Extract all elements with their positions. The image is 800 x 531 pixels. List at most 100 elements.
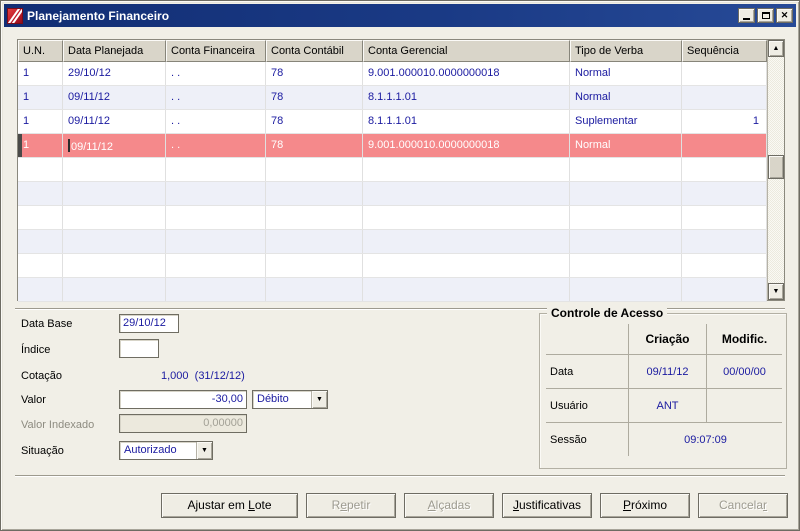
cell-sequencia: 1: [682, 110, 767, 133]
table-row-empty[interactable]: [18, 206, 767, 230]
repetir-button: Repetir: [306, 493, 396, 518]
cell-tipo-de-verba: Suplementar: [570, 110, 682, 133]
minimize-icon: [743, 18, 750, 20]
table-row-empty[interactable]: [18, 278, 767, 302]
cell-conta-financeira: . .: [166, 62, 266, 85]
cell-conta-contabil: 78: [266, 86, 363, 109]
proximo-button[interactable]: Próximo: [600, 493, 690, 518]
table-row[interactable]: 1 09/11/12 . . 78 8.1.1.1.01 Normal: [18, 86, 767, 110]
column-header-un[interactable]: U.N.: [18, 40, 63, 62]
ajustar-em-lote-button[interactable]: Ajustar em Lote: [161, 493, 298, 518]
separator-bottom: [15, 475, 785, 477]
situacao-dropdown-button[interactable]: ▼: [196, 442, 212, 459]
cell-conta-financeira: . .: [166, 86, 266, 109]
cell-conta-financeira: . .: [166, 110, 266, 133]
minimize-button[interactable]: [738, 8, 755, 23]
access-data-criacao: 09/11/12: [628, 354, 706, 388]
scroll-up-button[interactable]: ▲: [768, 40, 784, 57]
cell-un: 1: [18, 62, 63, 85]
cell-conta-gerencial: 8.1.1.1.01: [363, 86, 570, 109]
column-header-data-planejada[interactable]: Data Planejada: [63, 40, 166, 62]
cotacao-value: 1,000 (31/12/12): [161, 370, 245, 382]
cell-conta-contabil: 78: [266, 110, 363, 133]
valor-label: Valor: [21, 394, 46, 406]
data-base-label: Data Base: [21, 318, 73, 330]
table-row-empty[interactable]: [18, 230, 767, 254]
access-usuario-label: Usuário: [546, 388, 628, 422]
valor-tipo-select[interactable]: Débito ▼: [252, 390, 328, 409]
cell-sequencia: [682, 62, 767, 85]
valor-indexado-label: Valor Indexado: [21, 419, 95, 431]
valor-tipo-value: Débito: [257, 393, 289, 405]
table-row[interactable]: 1 29/10/12 . . 78 9.001.000010.000000001…: [18, 62, 767, 86]
cell-un: 1: [18, 134, 63, 157]
row-selection-marker: [18, 134, 22, 157]
title-bar[interactable]: Planejamento Financeiro ✕: [4, 4, 796, 27]
chevron-down-icon: ▼: [316, 396, 323, 403]
access-data-modific: 00/00/00: [706, 354, 782, 388]
cell-un: 1: [18, 86, 63, 109]
maximize-button[interactable]: [757, 8, 774, 23]
scroll-down-icon: ▼: [772, 288, 780, 295]
access-sessao-label: Sessão: [546, 422, 628, 456]
cancelar-button: Cancelar: [698, 493, 788, 518]
access-sessao-value: 09:07:09: [628, 422, 782, 456]
cell-data-planejada: 29/10/12: [63, 62, 166, 85]
access-corner-cell: [546, 324, 628, 354]
column-header-conta-financeira[interactable]: Conta Financeira: [166, 40, 266, 62]
window-title: Planejamento Financeiro: [27, 8, 170, 23]
close-icon: ✕: [780, 10, 789, 20]
table-row[interactable]: 1 09/11/12 . . 78 8.1.1.1.01 Suplementar…: [18, 110, 767, 134]
situacao-select[interactable]: Autorizado ▼: [119, 441, 213, 460]
valor-input[interactable]: -30,00: [119, 390, 247, 409]
access-control-title: Controle de Acesso: [547, 306, 668, 320]
cell-data-planejada: 09/11/12: [63, 134, 166, 157]
table-row-empty[interactable]: [18, 254, 767, 278]
data-base-input[interactable]: 29/10/12: [119, 314, 179, 333]
indice-input[interactable]: [119, 339, 159, 358]
column-header-tipo-de-verba[interactable]: Tipo de Verba: [570, 40, 682, 62]
scroll-down-button[interactable]: ▼: [768, 283, 784, 300]
grid-header: U.N. Data Planejada Conta Financeira Con…: [18, 40, 767, 62]
cell-sequencia: [682, 86, 767, 109]
situacao-value: Autorizado: [124, 444, 177, 456]
scroll-up-icon: ▲: [772, 45, 780, 52]
app-icon[interactable]: [7, 7, 23, 24]
cell-conta-financeira: . .: [166, 134, 266, 157]
column-header-sequencia[interactable]: Sequência: [682, 40, 767, 62]
cell-data-planejada: 09/11/12: [63, 110, 166, 133]
alcadas-button: Alçadas: [404, 493, 494, 518]
cotacao-label: Cotação: [21, 370, 62, 382]
close-button[interactable]: ✕: [776, 8, 793, 23]
situacao-label: Situação: [21, 445, 64, 457]
cell-conta-gerencial: 9.001.000010.0000000018: [363, 62, 570, 85]
access-usuario-criacao: ANT: [628, 388, 706, 422]
vertical-scrollbar[interactable]: ▲ ▼: [767, 40, 784, 300]
cell-tipo-de-verba: Normal: [570, 62, 682, 85]
scrollbar-thumb[interactable]: [768, 155, 784, 179]
cell-conta-gerencial: 9.001.000010.0000000018: [363, 134, 570, 157]
cell-tipo-de-verba: Normal: [570, 86, 682, 109]
access-header-modific: Modific.: [706, 324, 782, 354]
cell-sequencia: [682, 134, 767, 157]
column-header-conta-contabil[interactable]: Conta Contábil: [266, 40, 363, 62]
table-row-selected[interactable]: 1 09/11/12 . . 78 9.001.000010.000000001…: [18, 134, 767, 158]
table-row-empty[interactable]: [18, 158, 767, 182]
valor-indexado-input: 0,00000: [119, 414, 247, 433]
planning-grid: U.N. Data Planejada Conta Financeira Con…: [17, 39, 785, 302]
column-header-conta-gerencial[interactable]: Conta Gerencial: [363, 40, 570, 62]
indice-label: Índice: [21, 344, 51, 356]
cell-tipo-de-verba: Normal: [570, 134, 682, 157]
separator-top: [15, 308, 785, 310]
chevron-down-icon: ▼: [201, 447, 208, 454]
access-control-table: Criação Modific. Data 09/11/12 00/00/00 …: [546, 324, 782, 460]
justificativas-button[interactable]: Justificativas: [502, 493, 592, 518]
maximize-icon: [761, 12, 770, 19]
text-caret: [68, 139, 70, 152]
access-header-criacao: Criação: [628, 324, 706, 354]
cell-conta-gerencial: 8.1.1.1.01: [363, 110, 570, 133]
table-row-empty[interactable]: [18, 182, 767, 206]
valor-tipo-dropdown-button[interactable]: ▼: [311, 391, 327, 408]
access-data-label: Data: [546, 354, 628, 388]
cell-un: 1: [18, 110, 63, 133]
